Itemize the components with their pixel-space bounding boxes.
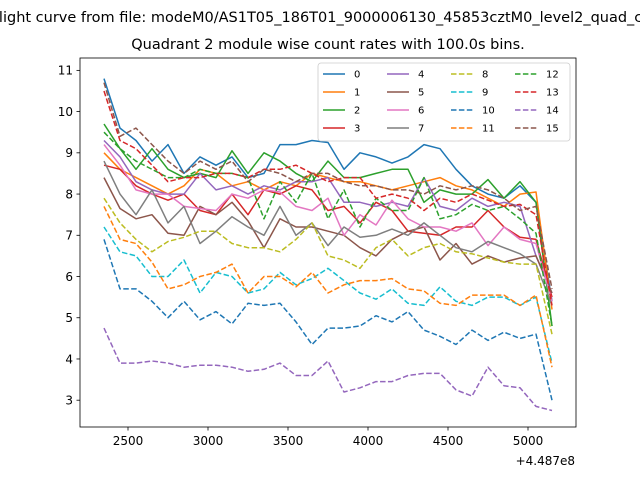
x-tick-label: 5000 bbox=[513, 434, 544, 448]
series-line-13 bbox=[103, 90, 553, 306]
axes-frame bbox=[79, 57, 577, 428]
series-layer bbox=[103, 78, 553, 412]
legend-label-0: 0 bbox=[354, 70, 360, 81]
figure-suptitle: Plotting light curve from file: modeM0/A… bbox=[0, 10, 640, 26]
series-line-2 bbox=[103, 123, 553, 327]
legend-box bbox=[317, 62, 571, 142]
chart-title: Quadrant 2 module wise count rates with … bbox=[131, 37, 525, 53]
series-line-6 bbox=[103, 144, 553, 302]
series-line-4 bbox=[103, 139, 553, 294]
legend-label-8: 8 bbox=[482, 70, 488, 81]
legend-label-6: 6 bbox=[418, 106, 424, 117]
legend-label-2: 2 bbox=[354, 106, 360, 117]
series-line-7 bbox=[103, 160, 553, 306]
x-tick-label: 3500 bbox=[273, 434, 304, 448]
y-tick-label: 7 bbox=[65, 229, 73, 243]
legend-label-15: 15 bbox=[546, 124, 559, 135]
legend-label-11: 11 bbox=[482, 124, 495, 135]
y-tick-label: 9 bbox=[65, 146, 73, 160]
y-tick-label: 5 bbox=[65, 311, 73, 325]
legend-label-13: 13 bbox=[546, 88, 559, 99]
x-tick-label: 2500 bbox=[113, 434, 144, 448]
series-line-15 bbox=[103, 82, 553, 290]
series-line-12 bbox=[103, 131, 553, 327]
legend-label-10: 10 bbox=[482, 106, 495, 117]
legend-label-9: 9 bbox=[482, 88, 488, 99]
x-tick-label: 4500 bbox=[433, 434, 464, 448]
legend-label-5: 5 bbox=[418, 88, 424, 99]
series-line-8 bbox=[103, 197, 553, 335]
y-tick-label: 11 bbox=[58, 64, 73, 78]
legend-label-12: 12 bbox=[546, 70, 559, 81]
series-line-11 bbox=[103, 206, 553, 368]
x-axis-offset-label: +4.487e8 bbox=[516, 454, 575, 468]
legend-label-14: 14 bbox=[546, 106, 559, 117]
x-tick-label: 3000 bbox=[193, 434, 224, 448]
series-line-5 bbox=[103, 177, 553, 294]
legend-label-3: 3 bbox=[354, 124, 360, 135]
y-tick-label: 4 bbox=[65, 352, 73, 366]
legend-label-1: 1 bbox=[354, 88, 360, 99]
x-tick-label: 4000 bbox=[353, 434, 384, 448]
y-tick-label: 6 bbox=[65, 270, 73, 284]
legend-label-7: 7 bbox=[418, 124, 424, 135]
legend-label-4: 4 bbox=[418, 70, 424, 81]
y-tick-label: 10 bbox=[58, 105, 73, 119]
series-line-14 bbox=[103, 327, 553, 412]
series-line-9 bbox=[103, 226, 553, 364]
y-tick-label: 3 bbox=[65, 394, 73, 408]
series-line-3 bbox=[103, 164, 553, 298]
series-line-10 bbox=[103, 239, 553, 401]
y-tick-label: 8 bbox=[65, 187, 73, 201]
